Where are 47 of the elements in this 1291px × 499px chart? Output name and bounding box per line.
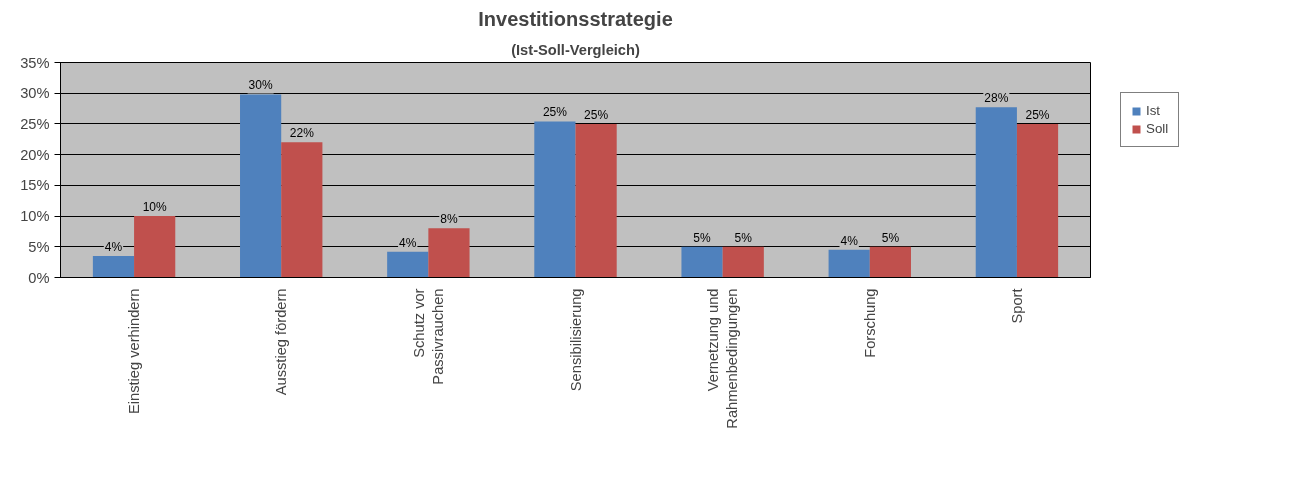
data-label: 22% bbox=[289, 126, 315, 141]
data-label: 5% bbox=[693, 230, 712, 245]
y-tick-label: 5% bbox=[28, 238, 50, 255]
y-tick-label: 35% bbox=[20, 54, 50, 71]
bar bbox=[281, 142, 323, 278]
x-tick-label: Forschung bbox=[861, 288, 878, 358]
data-label: 10% bbox=[142, 200, 168, 215]
bar bbox=[975, 107, 1017, 278]
data-label: 5% bbox=[881, 230, 900, 245]
data-label: 5% bbox=[734, 230, 753, 245]
bar bbox=[134, 216, 176, 278]
data-label: 25% bbox=[1025, 107, 1050, 122]
y-tick-label: 0% bbox=[28, 269, 50, 286]
y-tick-label: 15% bbox=[20, 177, 50, 194]
y-tick-label: 10% bbox=[20, 208, 50, 225]
data-label: 8% bbox=[440, 212, 458, 227]
x-tick-label: Sensibilisierung bbox=[567, 288, 584, 392]
chart-title: Investitionsstrategie bbox=[478, 7, 673, 30]
data-label: 4% bbox=[840, 233, 859, 248]
bar bbox=[240, 94, 282, 278]
data-label: 25% bbox=[542, 105, 568, 120]
bar bbox=[1016, 123, 1059, 278]
data-label: 4% bbox=[104, 240, 123, 254]
legend-label: Soll bbox=[1146, 121, 1169, 136]
legend-label: Ist bbox=[1146, 103, 1162, 118]
chart-subtitle: (Ist-Soll-Vergleich) bbox=[511, 41, 640, 58]
x-tick-label: Einstieg verhindern bbox=[126, 288, 143, 414]
x-tick-label: Sport bbox=[1008, 288, 1025, 324]
data-label: 25% bbox=[584, 107, 609, 122]
bar bbox=[828, 249, 870, 278]
bar bbox=[681, 246, 723, 278]
data-label: 30% bbox=[248, 78, 273, 93]
x-tick-label: Schutz vor Passivrauchen bbox=[410, 288, 446, 385]
bar bbox=[428, 228, 470, 278]
x-tick-label: Vernetzung und Rahmenbedingungen bbox=[705, 288, 741, 429]
y-tick-label: 30% bbox=[20, 85, 50, 102]
bar bbox=[869, 246, 911, 278]
bar bbox=[575, 123, 617, 278]
y-tick-label: 25% bbox=[20, 115, 50, 132]
bar bbox=[722, 246, 764, 278]
y-tick-label: 20% bbox=[20, 146, 50, 163]
bar bbox=[92, 256, 135, 278]
bar bbox=[387, 251, 429, 278]
data-label: 4% bbox=[399, 235, 417, 250]
data-label: 28% bbox=[984, 91, 1009, 106]
x-tick-label: Ausstieg fördern bbox=[273, 288, 290, 396]
bar bbox=[534, 121, 576, 278]
